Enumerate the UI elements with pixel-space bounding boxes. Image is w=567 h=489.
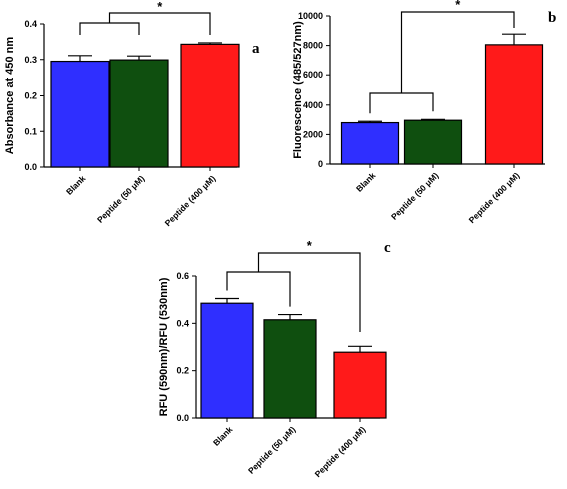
panel-a-y-tick-label: 0.0 bbox=[24, 162, 37, 172]
panel-c-significance-star: * bbox=[307, 238, 313, 253]
panel-a-y-tick-label: 0.3 bbox=[24, 55, 37, 65]
panel-b-x-tick-label: Peptide (50 μM) bbox=[389, 170, 441, 222]
panel-a-x-tick-label: Peptide (50 μM) bbox=[95, 173, 147, 225]
panel-a-group-bracket bbox=[79, 22, 140, 35]
panel-c-bar bbox=[263, 319, 317, 419]
panel-b-bar bbox=[403, 119, 463, 165]
panel-a-y-tick-label: 0.4 bbox=[24, 19, 37, 29]
panel-b-y-tick-label: 2000 bbox=[303, 129, 323, 139]
panel-a-x-tick-label: Blank bbox=[64, 173, 88, 197]
panel-a-y-tick-label: 0.2 bbox=[24, 91, 37, 101]
panel-c-significance-bracket bbox=[257, 252, 361, 332]
panel-b-y-tick-label: 6000 bbox=[303, 70, 323, 80]
panel-a-bar bbox=[50, 60, 110, 168]
panel-c-bar bbox=[333, 351, 387, 419]
panel-a-y-tick-label: 0.1 bbox=[24, 126, 37, 136]
panel-a-significance-star: * bbox=[157, 0, 163, 14]
panel-c-y-axis-label: RFU (590nm)/RFU (530nm) bbox=[158, 277, 170, 416]
panel-a-significance-bracket bbox=[108, 12, 211, 35]
panel-b-group-bracket bbox=[369, 92, 434, 114]
panel-c-y-tick-label: 0.2 bbox=[176, 366, 189, 376]
panel-b-y-tick-label: 4000 bbox=[303, 100, 323, 110]
panel-a-x-tick-label: Peptide (400 μM) bbox=[163, 173, 218, 228]
panel-c-y-tick-label: 0.0 bbox=[176, 413, 189, 423]
panel-c-x-tick-label: Peptide (400 μM) bbox=[313, 424, 368, 479]
panel-c-group-bracket bbox=[226, 271, 291, 307]
panel-b-bar bbox=[340, 121, 400, 165]
panel-b-y-tick-label: 0 bbox=[318, 159, 323, 169]
panel-b-y-tick-label: 8000 bbox=[303, 41, 323, 51]
panel-a-y-axis-label: Absorbance at 450 nm bbox=[4, 37, 16, 155]
panel-c-y-tick-label: 0.4 bbox=[176, 318, 189, 328]
panel-b-y-axis-label: Fluorescence (485/527nm) bbox=[292, 21, 304, 159]
panel-b-bar bbox=[484, 44, 544, 165]
panel-a-bar bbox=[180, 43, 240, 168]
panel-c-y-tick-label: 0.6 bbox=[176, 271, 189, 281]
panel-c-label: c bbox=[384, 240, 391, 256]
panel-b-significance-bracket bbox=[400, 11, 515, 93]
panel-c-x-tick-label: Peptide (50 μM) bbox=[246, 424, 298, 476]
panel-b-significance-star: * bbox=[455, 0, 461, 12]
panel-b-y-tick-label: 10000 bbox=[298, 11, 323, 21]
panel-a-bar bbox=[109, 59, 169, 168]
panel-c-bar bbox=[200, 302, 254, 419]
panel-b-x-tick-label: Peptide (400 μM) bbox=[467, 170, 522, 225]
panel-a-label: a bbox=[252, 41, 260, 57]
panel-b-x-tick-label: Blank bbox=[354, 170, 378, 194]
panel-b-label: b bbox=[548, 10, 556, 26]
panel-c-x-tick-label: Blank bbox=[211, 424, 235, 448]
